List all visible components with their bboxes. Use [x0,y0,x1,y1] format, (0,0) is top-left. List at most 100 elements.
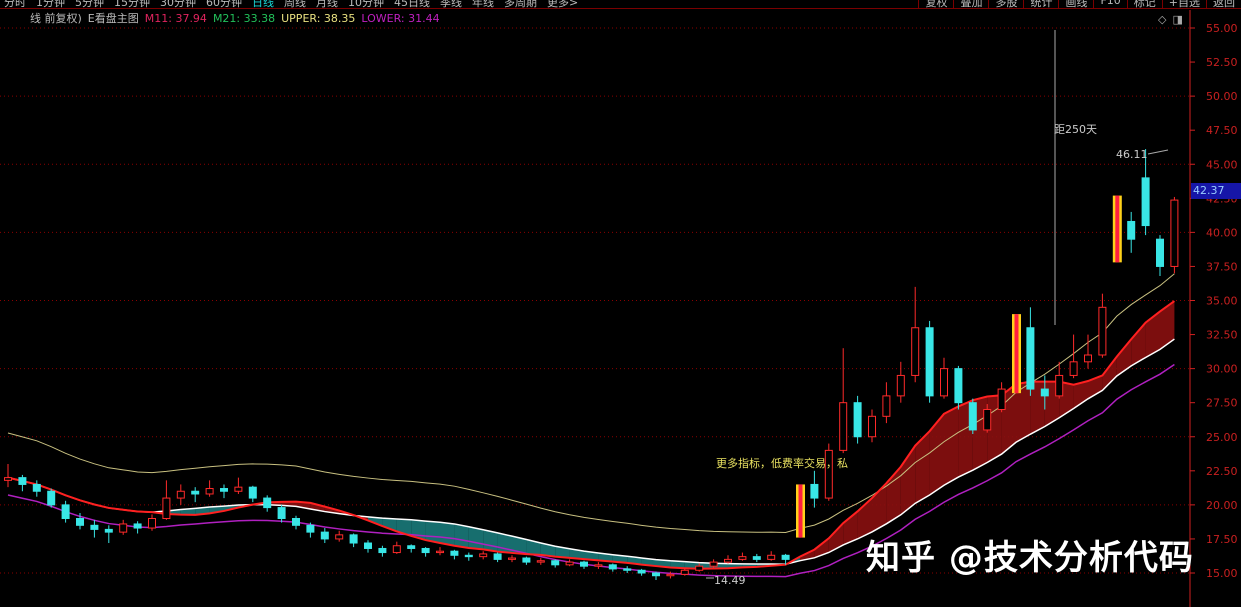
y-tick-label: 20.00 [1206,499,1238,512]
period-tab[interactable]: 多周期 [504,0,537,9]
toolbar-button[interactable]: 标记 [1126,0,1162,9]
ma-band-fill [440,522,455,546]
toolbar-button[interactable]: 返回 [1206,0,1241,9]
period-tab[interactable]: 5分钟 [75,0,104,9]
legend-lower: LOWER: 31.44 [361,11,440,25]
candle-body [536,560,545,563]
ma-band-fill [944,406,959,486]
candle-body [335,534,344,540]
candle-body [911,327,920,376]
candle-body [349,534,358,544]
ma-band-fill [1160,301,1175,350]
y-tick-label: 47.50 [1206,124,1238,137]
candle-body [18,477,27,485]
ma-band-fill [915,431,930,504]
toolbar-button[interactable]: 复权 [918,0,953,9]
candle-body [1098,306,1107,356]
candle-body [436,550,444,554]
period-tab[interactable]: 更多> [547,0,579,9]
period-tab[interactable]: 15分钟 [114,0,150,9]
toolbar-button[interactable]: 画线 [1058,0,1093,9]
ma-band-fill [1131,322,1146,366]
toolbar-button[interactable]: F10 [1093,0,1126,8]
chart-title: 线 前复权) [30,12,82,25]
ma-band-fill [1145,311,1160,358]
candle-body [61,504,70,519]
limit-up-candle-core [798,484,803,538]
candle-body [148,518,156,529]
watermark: 知乎 @技术分析代码 [866,538,1194,578]
panel-toggle-icon[interactable]: ◨ [1172,13,1183,26]
candle-body [104,528,113,533]
candle-body [90,524,99,530]
y-tick-label: 17.50 [1206,533,1238,546]
toolbar-button[interactable]: 统计 [1023,0,1058,9]
ma-band-fill [828,523,844,553]
y-tick-label: 22.50 [1206,465,1238,478]
period-tab[interactable]: 45日线 [394,0,430,9]
candle-body [162,497,171,519]
ma-band-fill [569,548,584,560]
candle-body [364,542,372,549]
candle-body [306,524,315,533]
candle-body [925,327,934,397]
limit-up-candle-core [1014,314,1019,394]
period-tab[interactable]: 1分钟 [36,0,65,9]
candle-body [133,523,142,529]
indicator-selector[interactable]: E看盘主图 [87,12,139,25]
ma-band-fill [512,536,527,555]
candle-body [191,490,200,495]
candle-body [997,388,1006,410]
candle-body [392,545,401,554]
candle-body [1127,220,1136,240]
m21-line [7,338,1175,565]
ma-band-fill [454,523,469,548]
period-tab[interactable]: 分时 [4,0,26,9]
toolbar-button[interactable]: 多股 [988,0,1023,9]
ma-band-fill [1016,381,1031,443]
candle-body [493,553,502,560]
candle-body [868,415,876,438]
candle-body [608,564,617,570]
candle-body [234,486,243,492]
toolbar-button[interactable]: 叠加 [953,0,988,9]
period-tab[interactable]: 年线 [472,0,494,9]
candle-body [320,531,329,540]
ma-band-fill [555,546,570,558]
ma-band-fill [1102,356,1117,391]
candle-body [292,518,300,526]
candle-body [4,477,12,481]
y-tick-label: 25.00 [1206,431,1238,444]
y-tick-label: 35.00 [1206,295,1238,308]
candle-body [839,402,848,451]
ma-band-fill [180,508,196,515]
ma-band-fill [929,413,944,496]
candle-body [954,368,963,404]
period-tab[interactable]: 10分钟 [348,0,384,9]
period-tab[interactable]: 季线 [440,0,462,9]
ma-band-fill [886,466,901,524]
period-tab[interactable]: 周线 [284,0,306,9]
promo-text[interactable]: 更多指标，低费率交易，私 [716,457,848,470]
candle-body [277,507,286,520]
candle-body [709,561,718,567]
period-tab[interactable]: 月线 [316,0,338,9]
y-tick-label: 37.50 [1206,260,1238,273]
candle-body [940,368,948,397]
candle-body [1141,177,1150,227]
candle-body [1026,327,1035,390]
period-tabs: 分时 1分钟 5分钟 15分钟 30分钟 60分钟 日线 周线 月线 10分钟 45日线 季线 年线 多周… [0,0,579,9]
candle-body [810,483,819,499]
candle-body [680,569,689,575]
high-arrow [1147,149,1169,155]
period-tab[interactable]: 30分钟 [160,0,196,9]
period-tab[interactable]: 60分钟 [206,0,242,9]
candle-body [464,554,473,558]
diamond-icon[interactable]: ◇ [1158,13,1167,26]
high-price-label: 46.11 [1116,148,1148,161]
period-tab[interactable]: 日线 [252,0,274,9]
toolbar-button[interactable]: +自选 [1161,0,1206,9]
candle-body [623,568,632,571]
legend-m11: M11: 37.94 [144,11,207,25]
